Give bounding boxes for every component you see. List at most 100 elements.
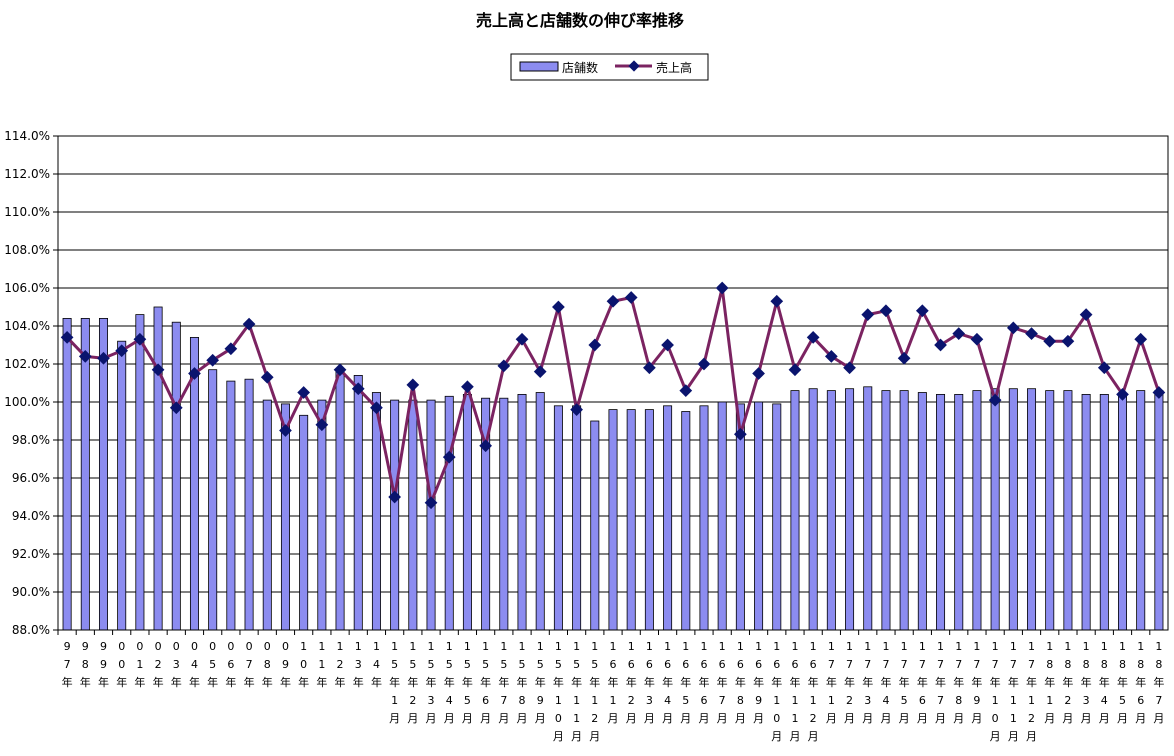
- bar: [226, 380, 236, 631]
- marker: [206, 353, 220, 367]
- bar: [153, 306, 163, 631]
- x-axis-labels: 9 7 年 9 8 年 9 9 年 0 0 年 0 1 年 0 2 年 0 3 年 0 4 年 0 5 年 0 6 年 0 7 年 0 8 年 0 9 年 1…: [57, 630, 1164, 743]
- bar: [208, 369, 218, 631]
- marker: [151, 363, 165, 377]
- y-tick-label: 114.0%: [4, 129, 50, 143]
- marker: [788, 363, 802, 377]
- marker: [970, 332, 984, 346]
- bar: [790, 390, 800, 631]
- y-axis-ticks: 88.0% 90.0% 92.0% 94.0% 96.0% 98.0% 100.0% 102.…: [4, 129, 58, 637]
- legend: 店舗数 売上高: [510, 53, 709, 81]
- bar: [280, 403, 290, 631]
- marker: [1006, 321, 1020, 335]
- chart-title: 売上高と店舗数の伸び率推移: [476, 11, 684, 30]
- bar: [462, 393, 472, 631]
- bar-series-stores: [62, 306, 1164, 631]
- bar: [590, 420, 600, 631]
- marker: [260, 370, 274, 384]
- bar: [1136, 390, 1146, 631]
- bar: [390, 399, 400, 631]
- marker: [242, 317, 256, 331]
- bar: [808, 388, 818, 631]
- marker: [533, 365, 547, 378]
- marker: [351, 382, 365, 396]
- bar: [826, 390, 836, 631]
- y-tick-label: 100.0%: [4, 395, 50, 409]
- plot-area-frame: [57, 135, 1169, 631]
- bar: [572, 405, 582, 631]
- marker: [224, 342, 238, 356]
- y-tick-label: 102.0%: [4, 357, 50, 371]
- bar: [1099, 393, 1109, 631]
- y-tick-label: 90.0%: [12, 585, 50, 599]
- bar: [62, 317, 72, 631]
- bar: [972, 390, 982, 631]
- bar: [608, 409, 618, 631]
- marker: [1043, 334, 1057, 348]
- y-tick-label: 96.0%: [12, 471, 50, 485]
- legend-label-sales: 売上高: [656, 60, 692, 75]
- y-tick-label: 88.0%: [12, 623, 50, 637]
- bar: [626, 409, 636, 631]
- marker: [188, 367, 201, 380]
- marker: [1134, 332, 1148, 346]
- bar: [917, 392, 927, 631]
- marker: [370, 401, 383, 415]
- bar: [772, 403, 782, 631]
- bar: [444, 395, 454, 631]
- bar: [317, 399, 327, 631]
- bar: [936, 393, 946, 631]
- marker: [97, 351, 110, 365]
- y-tick-label: 98.0%: [12, 433, 50, 447]
- bar: [244, 378, 254, 631]
- bar: [1063, 390, 1073, 631]
- marker: [333, 363, 347, 377]
- marker: [770, 294, 784, 308]
- marker: [479, 439, 492, 453]
- marker: [1025, 327, 1038, 340]
- bar: [408, 399, 418, 631]
- marker: [315, 418, 329, 432]
- marker: [60, 331, 74, 344]
- bar: [863, 386, 873, 631]
- bar: [899, 390, 909, 631]
- bar: [517, 393, 527, 631]
- marker: [879, 304, 893, 318]
- marker: [297, 386, 311, 399]
- bar: [98, 317, 108, 631]
- bar: [1008, 388, 1018, 631]
- bar: [535, 392, 545, 631]
